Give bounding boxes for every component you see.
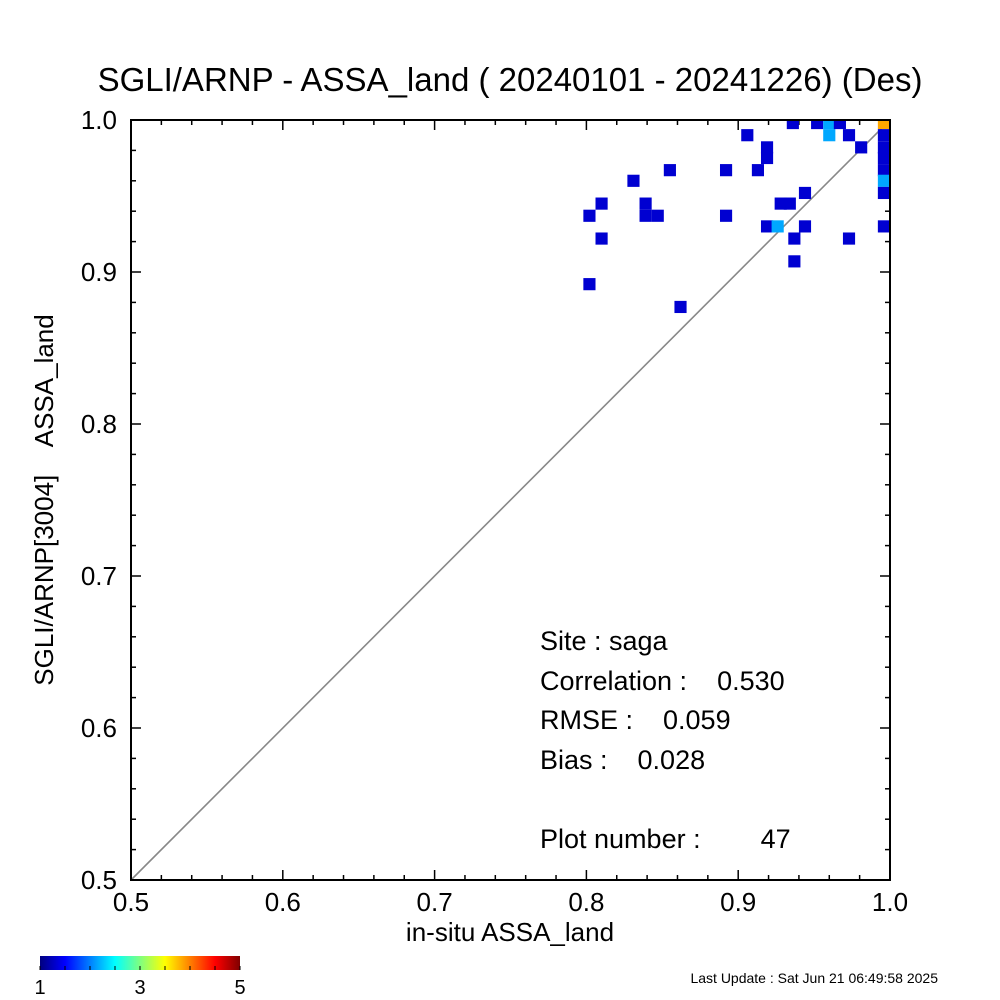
axis-tick-labels: 0.5 0.6 0.7 0.8 0.9 1.0 0.5 0.6 0.7 0.8 0.9 1.0 <box>81 105 908 917</box>
density-cell <box>877 141 890 154</box>
density-cells <box>583 120 890 314</box>
density-cell <box>877 151 890 165</box>
y-tick-label: 0.6 <box>81 713 117 743</box>
x-tick-label: 0.5 <box>113 887 149 917</box>
chart-title: SGLI/ARNP - ASSA_land ( 20240101 - 20241… <box>98 61 923 98</box>
density-cell <box>877 174 890 187</box>
density-cell <box>719 209 733 222</box>
density-cell <box>783 197 796 210</box>
density-cell <box>842 129 856 142</box>
density-cell <box>786 120 799 130</box>
density-cell <box>627 174 640 187</box>
x-tick-label: 0.8 <box>568 887 604 917</box>
y-tick-label: 0.5 <box>81 865 117 895</box>
x-tick-label: 0.6 <box>265 887 301 917</box>
density-cell <box>663 164 676 177</box>
density-cell <box>823 129 836 142</box>
density-cell <box>833 120 846 130</box>
density-cell <box>855 141 868 154</box>
density-cell <box>719 164 733 177</box>
density-cell <box>798 186 812 200</box>
stats-rmse: RMSE : 0.059 <box>540 705 731 735</box>
density-cell <box>583 278 596 291</box>
density-cell <box>595 232 608 245</box>
density-cell <box>877 220 890 233</box>
one-to-one-line <box>130 119 891 881</box>
density-cell <box>877 120 890 130</box>
plot-frame <box>130 119 891 881</box>
density-cell <box>741 129 754 142</box>
density-cell <box>811 120 824 130</box>
density-cell <box>674 300 687 314</box>
stats-plot-number: Plot number : 47 <box>540 824 791 854</box>
density-cell <box>788 255 801 268</box>
last-update-text: Last Update : Sat Jun 21 06:49:58 2025 <box>690 970 938 986</box>
density-cell <box>760 151 774 165</box>
density-cell <box>760 220 774 233</box>
stats-site: Site : saga <box>540 626 669 656</box>
density-cell <box>760 141 774 154</box>
density-cell <box>639 209 652 222</box>
y-tick-label: 0.8 <box>81 409 117 439</box>
stats-correlation: Correlation : 0.530 <box>540 666 785 696</box>
x-tick-label: 1.0 <box>872 887 908 917</box>
y-tick-label: 1.0 <box>81 105 117 135</box>
y-tick-label: 0.9 <box>81 257 117 287</box>
y-axis-label: SGLI/ARNP[3004] ASSA_land <box>29 314 59 685</box>
colorbar-ticks <box>39 966 241 970</box>
x-axis-label: in-situ ASSA_land <box>406 917 614 947</box>
density-cell <box>788 232 801 245</box>
colorbar-label-max: 5 <box>234 977 245 999</box>
density-cell <box>877 164 890 177</box>
density-cell <box>823 120 836 130</box>
x-tick-label: 0.9 <box>720 887 756 917</box>
colorbar-label-min: 1 <box>34 977 45 999</box>
y-tick-label: 0.7 <box>81 561 117 591</box>
colorbar-label-mid: 3 <box>134 977 145 999</box>
x-tick-label: 0.7 <box>417 887 453 917</box>
stats-bias: Bias : 0.028 <box>540 745 705 775</box>
density-cell <box>771 220 784 233</box>
density-cell <box>651 209 664 222</box>
density-cell <box>583 209 596 222</box>
density-cell <box>751 164 765 177</box>
density-cell <box>798 220 812 233</box>
density-cell <box>639 197 652 210</box>
density-cell <box>877 129 890 142</box>
density-cell <box>842 232 856 245</box>
density-cell <box>877 186 890 200</box>
density-cell <box>595 197 608 210</box>
